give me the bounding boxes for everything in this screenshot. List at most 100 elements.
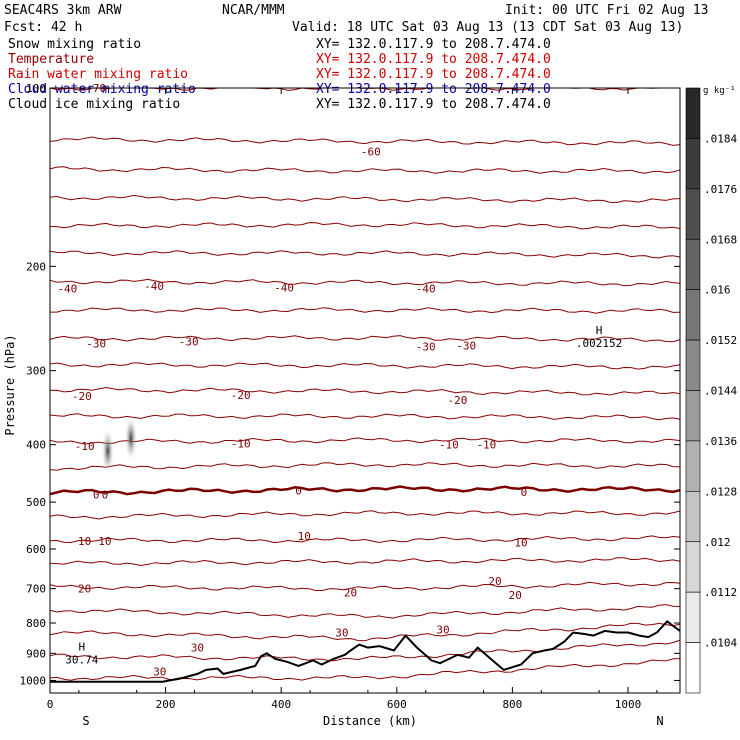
x-tick-label: 600 (387, 698, 407, 711)
colorbar-label: .0176 (704, 183, 737, 196)
colorbar-swatch (685, 591, 701, 643)
colorbar-label: .0112 (704, 586, 737, 599)
contour-label: 20 (488, 575, 501, 588)
y-tick-label: 700 (26, 583, 46, 596)
isotherm-line (49, 535, 681, 544)
isotherm-line (49, 362, 681, 370)
colorbar-swatch (685, 289, 701, 341)
forecast-hour: Fcst: 42 h (4, 20, 82, 35)
figure-header: SEAC4RS 3km ARW NCAR/MMM Init: 00 UTC Fr… (4, 3, 709, 112)
colorbar-label: .016 (704, 284, 731, 297)
org-label: NCAR/MMM (222, 3, 285, 18)
colorbar-label: .0136 (704, 435, 737, 448)
isotherm-line (49, 386, 681, 396)
extremum-value: .002152 (576, 337, 622, 350)
isotherm-line (49, 250, 681, 259)
contour-label: -20 (72, 390, 92, 403)
y-tick-label: 100 (26, 82, 46, 95)
isotherm-line (49, 581, 681, 592)
isotherm-line (49, 136, 681, 146)
south-endpoint-label: S (82, 714, 89, 728)
isotherm-line (49, 278, 681, 287)
contour-label: -30 (456, 339, 476, 352)
contour-label: -20 (231, 389, 251, 402)
field-cloudice-name: Cloud ice mixing ratio (8, 97, 180, 112)
colorbar-swatch (685, 440, 701, 492)
colorbar-swatch (685, 238, 701, 290)
y-tick-label: 500 (26, 496, 46, 509)
contour-label: -20 (448, 394, 468, 407)
isotherm-line (49, 622, 681, 642)
colorbar-label: .012 (704, 536, 731, 549)
contour-label: 0 (295, 485, 302, 498)
isotherm-line (49, 639, 681, 662)
y-tick-label: 800 (26, 617, 46, 630)
colorbar-label: .0128 (704, 485, 737, 498)
x-tick-label: 0 (47, 698, 54, 711)
field-snow-xy: XY= 132.0.117.9 to 208.7.474.0 (316, 37, 551, 52)
extremum-value: 30.74 (65, 653, 98, 666)
isotherm-lines (49, 87, 681, 681)
y-tick-label: 300 (26, 365, 46, 378)
field-rain-name: Rain water mixing ratio (8, 67, 188, 82)
model-title: SEAC4RS 3km ARW (4, 3, 122, 18)
isotherm-line (50, 307, 681, 314)
contour-label: -40 (57, 283, 77, 296)
field-temperature-xy: XY= 132.0.117.9 to 208.7.474.0 (316, 52, 551, 67)
valid-time: Valid: 18 UTC Sat 03 Aug 13 (13 CDT Sat … (292, 20, 683, 35)
y-tick-label: 600 (26, 543, 46, 556)
extremum-symbol: H (596, 324, 603, 337)
extremum-symbol: H (78, 640, 85, 653)
colorbar-swatch (685, 188, 701, 240)
y-tick-label: 1000 (20, 674, 47, 687)
colorbar-swatch (685, 138, 701, 190)
contour-label: 20 (78, 583, 91, 596)
colorbar-swatch (685, 491, 701, 543)
contour-label: -10 (439, 439, 459, 452)
contour-label: 30 (153, 665, 166, 678)
colorbar-label: .0104 (704, 637, 737, 650)
contour-label: -10 (231, 437, 251, 450)
isotherm-line (49, 166, 681, 174)
contour-label: 10 (98, 535, 111, 548)
terrain-line (50, 620, 681, 683)
isotherm-line (49, 658, 681, 681)
field-temperature-name: Temperature (8, 52, 94, 67)
colorbar-swatches (685, 87, 701, 694)
colorbar-swatch (685, 642, 701, 694)
x-axis-label: Distance (km) (323, 714, 417, 728)
isotherm-line (49, 462, 681, 471)
contour-labels: -70-60-40 -40 -40 -40-30 -30 -30 -30-20 -20 -20-… (57, 82, 527, 678)
field-cloudwater-xy: XY= 132.0.117.9 to 208.7.474.0 (316, 82, 551, 97)
contour-label: -40 (416, 283, 436, 296)
contour-label: 0 (93, 488, 100, 501)
contour-label: 10 (78, 535, 91, 548)
colorbar-swatch (685, 541, 701, 593)
x-tick-label: 800 (502, 698, 522, 711)
colorbar-swatch (685, 87, 701, 139)
contour-label: -10 (476, 439, 496, 452)
x-tick-label: 400 (271, 698, 291, 711)
contour-label: 30 (335, 627, 348, 640)
contour-label: -40 (274, 281, 294, 294)
colorbar-labels: .0184 .0176 .0168 .016 .0152 .0144 .0136 .0128.… (704, 132, 737, 649)
colorbar: .0184 .0176 .0168 .016 .0152 .0144 .0136 .0128.… (685, 86, 737, 694)
contour-label: 0 (521, 486, 528, 499)
y-tick-label: 900 (26, 647, 46, 660)
contour-label: 30 (436, 623, 449, 636)
isotherm-line (49, 485, 681, 496)
contour-label: -30 (179, 336, 199, 349)
contour-label: 20 (509, 589, 522, 602)
y-axis-label: Pressure (hPa) (3, 334, 17, 435)
x-ticks: 0 200 400 600 800 1000 (47, 88, 658, 711)
colorbar-label: .0168 (704, 233, 737, 246)
colorbar-unit: g kg⁻¹ (703, 86, 736, 96)
field-rain-xy: XY= 132.0.117.9 to 208.7.474.0 (316, 67, 551, 82)
isotherm-line (49, 413, 681, 421)
x-tick-label: 200 (156, 698, 176, 711)
contour-label: -60 (361, 146, 381, 159)
contour-label: 0 (102, 488, 109, 501)
init-time: Init: 00 UTC Fri 02 Aug 13 (505, 3, 709, 18)
